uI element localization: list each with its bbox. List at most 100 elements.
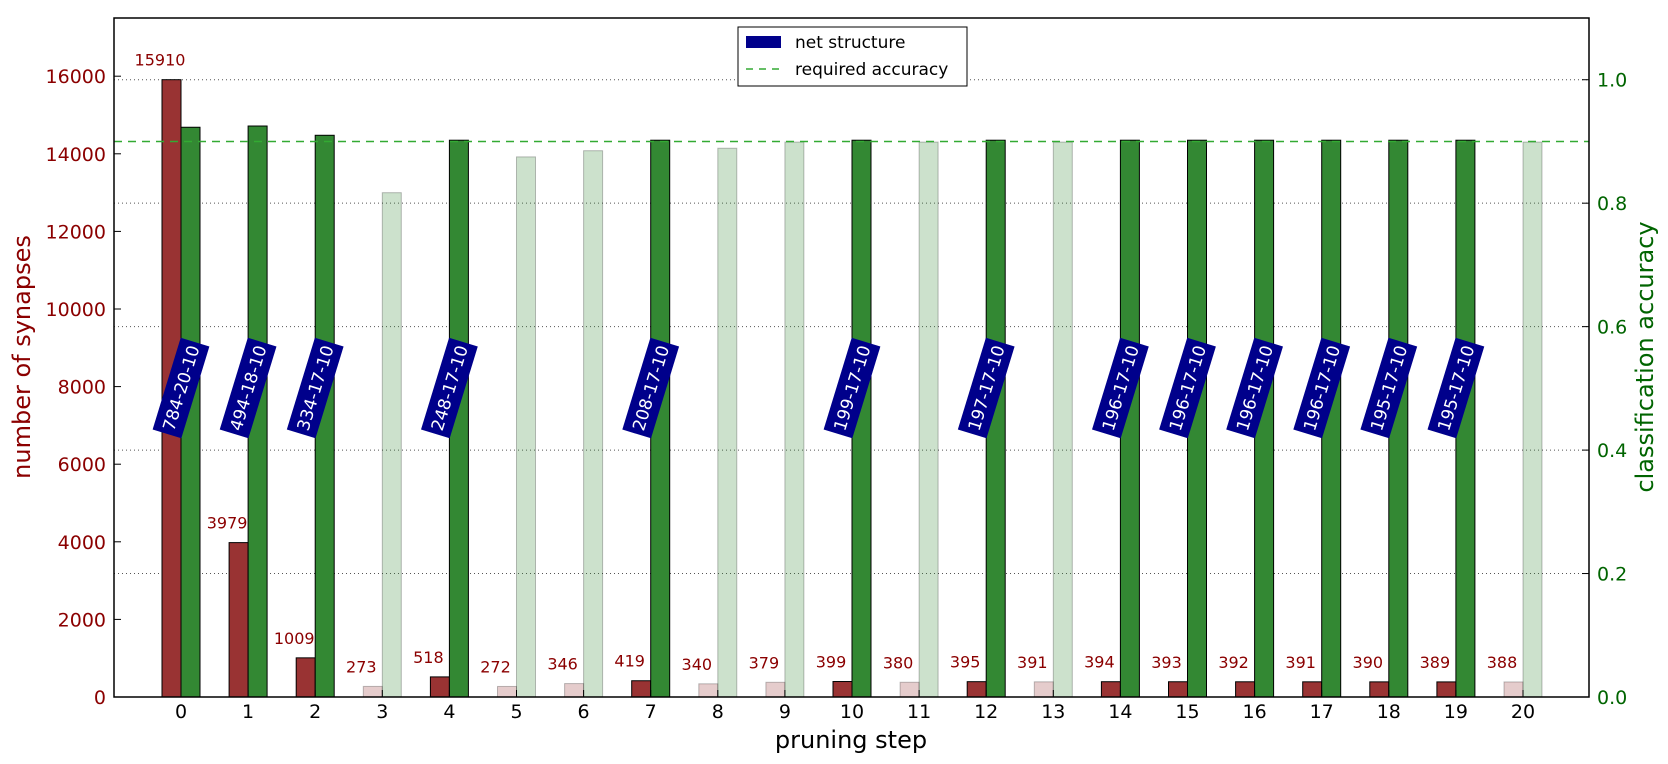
left-tick-label: 4000 <box>58 532 106 554</box>
synapse-count-label-14: 394 <box>1084 653 1115 672</box>
net-structure-tag-box <box>152 337 210 439</box>
x-tick-label: 5 <box>510 701 522 723</box>
net-structure-tag-box <box>1360 337 1418 439</box>
x-tick-label: 1 <box>242 701 254 723</box>
x-tick-label: 4 <box>443 701 455 723</box>
accuracy-bar-20 <box>1522 141 1543 698</box>
x-axis-label: pruning step <box>775 726 927 754</box>
net-structure-tag-box <box>1092 337 1149 439</box>
x-tick-label: 7 <box>645 701 657 723</box>
net-structure-tag-16: 196-17-10 <box>1226 337 1283 439</box>
net-structure-tag-10: 199-17-10 <box>823 337 881 439</box>
synapses-bar-16 <box>1235 681 1256 698</box>
net-structure-tag-17: 196-17-10 <box>1293 337 1351 439</box>
x-tick-label: 9 <box>779 701 791 723</box>
x-tick-label: 0 <box>175 701 187 723</box>
net-structure-tag-box <box>1159 337 1216 439</box>
left-tick-label: 2000 <box>58 609 106 631</box>
net-structure-tag-0: 784-20-10 <box>152 337 210 439</box>
synapses-bar-13 <box>1033 681 1054 698</box>
synapses-bar-5 <box>497 685 517 698</box>
synapses-bar-9 <box>765 681 786 698</box>
right-tick-label: 1.0 <box>1597 70 1627 92</box>
left-tick-label: 0 <box>94 687 106 709</box>
right-tick-label: 0.6 <box>1597 317 1627 339</box>
synapses-bar-1 <box>228 542 249 698</box>
synapses-bar-6 <box>564 683 585 698</box>
net-structure-tag-2: 334-17-10 <box>286 337 344 439</box>
synapses-bar-2 <box>295 657 316 698</box>
net-structure-tag-4: 248-17-10 <box>421 337 478 439</box>
x-tick-label: 20 <box>1511 701 1535 723</box>
synapses-bar-8 <box>698 683 719 698</box>
x-tick-label: 11 <box>907 701 931 723</box>
synapse-count-label-10: 399 <box>816 653 847 672</box>
synapse-count-label-16: 392 <box>1218 653 1249 672</box>
net-structure-tag-box <box>1293 337 1351 439</box>
synapse-count-label-1: 3979 <box>207 514 248 533</box>
left-tick-label: 6000 <box>58 454 106 476</box>
x-tick-label: 17 <box>1310 701 1334 723</box>
synapse-count-label-3: 273 <box>346 657 377 676</box>
synapse-count-label-7: 419 <box>614 652 645 671</box>
synapse-count-label-13: 391 <box>1017 653 1048 672</box>
left-tick-label: 10000 <box>46 299 106 321</box>
x-tick-label: 10 <box>840 701 864 723</box>
net-structure-tag-box <box>286 337 344 439</box>
net-structure-tag-1: 494-18-10 <box>219 337 277 439</box>
left-tick-label: 12000 <box>46 221 106 243</box>
legend-required-accuracy-label: required accuracy <box>795 60 948 80</box>
x-tick-label: 13 <box>1041 701 1065 723</box>
right-axis-label: classification accuracy <box>1631 221 1659 492</box>
right-tick-label: 0.8 <box>1597 193 1627 215</box>
synapse-count-label-18: 390 <box>1353 653 1384 672</box>
synapses-bar-15 <box>1168 681 1188 698</box>
x-tick-label: 12 <box>974 701 998 723</box>
accuracy-bar-9 <box>784 141 805 698</box>
net-structure-tag-box <box>1427 337 1485 439</box>
accuracy-bar-6 <box>583 150 604 698</box>
net-structure-tag-19: 195-17-10 <box>1427 337 1485 439</box>
synapse-count-label-0: 15910 <box>135 51 186 70</box>
net-structure-tag-12: 197-17-10 <box>957 337 1015 439</box>
synapses-bar-19 <box>1436 681 1457 698</box>
legend: net structure required accuracy <box>737 26 968 87</box>
synapse-count-label-19: 389 <box>1420 653 1451 672</box>
x-tick-label: 14 <box>1108 701 1132 723</box>
right-tick-label: 0.2 <box>1597 564 1627 586</box>
x-tick-label: 16 <box>1243 701 1267 723</box>
synapse-count-label-12: 395 <box>950 653 981 672</box>
synapses-bar-18 <box>1369 681 1390 698</box>
synapses-bar-4 <box>429 676 450 698</box>
synapses-bar-20 <box>1503 681 1524 698</box>
synapse-count-label-9: 379 <box>749 653 780 672</box>
left-axis-label: number of synapses <box>8 235 36 479</box>
accuracy-bar-5 <box>516 156 536 698</box>
left-tick-label: 14000 <box>46 144 106 166</box>
right-tick-label: 0.4 <box>1597 440 1627 462</box>
x-tick-label: 6 <box>578 701 590 723</box>
x-tick-label: 3 <box>376 701 388 723</box>
left-tick-label: 16000 <box>46 66 106 88</box>
synapses-bar-17 <box>1302 681 1323 698</box>
synapse-count-label-6: 346 <box>547 655 578 674</box>
synapses-bar-14 <box>1100 681 1121 698</box>
synapse-count-label-4: 518 <box>413 648 444 667</box>
synapse-count-label-11: 380 <box>883 653 914 672</box>
synapses-bar-12 <box>966 681 987 698</box>
net-structure-tag-box <box>421 337 478 439</box>
synapses-bar-11 <box>899 681 920 698</box>
synapse-count-label-5: 272 <box>480 657 511 676</box>
x-tick-label: 18 <box>1377 701 1401 723</box>
accuracy-bar-8 <box>717 147 738 698</box>
net-structure-tag-box <box>1226 337 1283 439</box>
synapse-count-label-15: 393 <box>1151 653 1182 672</box>
synapse-count-label-20: 388 <box>1487 653 1518 672</box>
synapse-count-label-17: 391 <box>1285 653 1316 672</box>
x-tick-label: 2 <box>309 701 321 723</box>
x-tick-label: 19 <box>1444 701 1468 723</box>
left-tick-label: 8000 <box>58 377 106 399</box>
legend-net-structure-swatch <box>746 36 781 48</box>
